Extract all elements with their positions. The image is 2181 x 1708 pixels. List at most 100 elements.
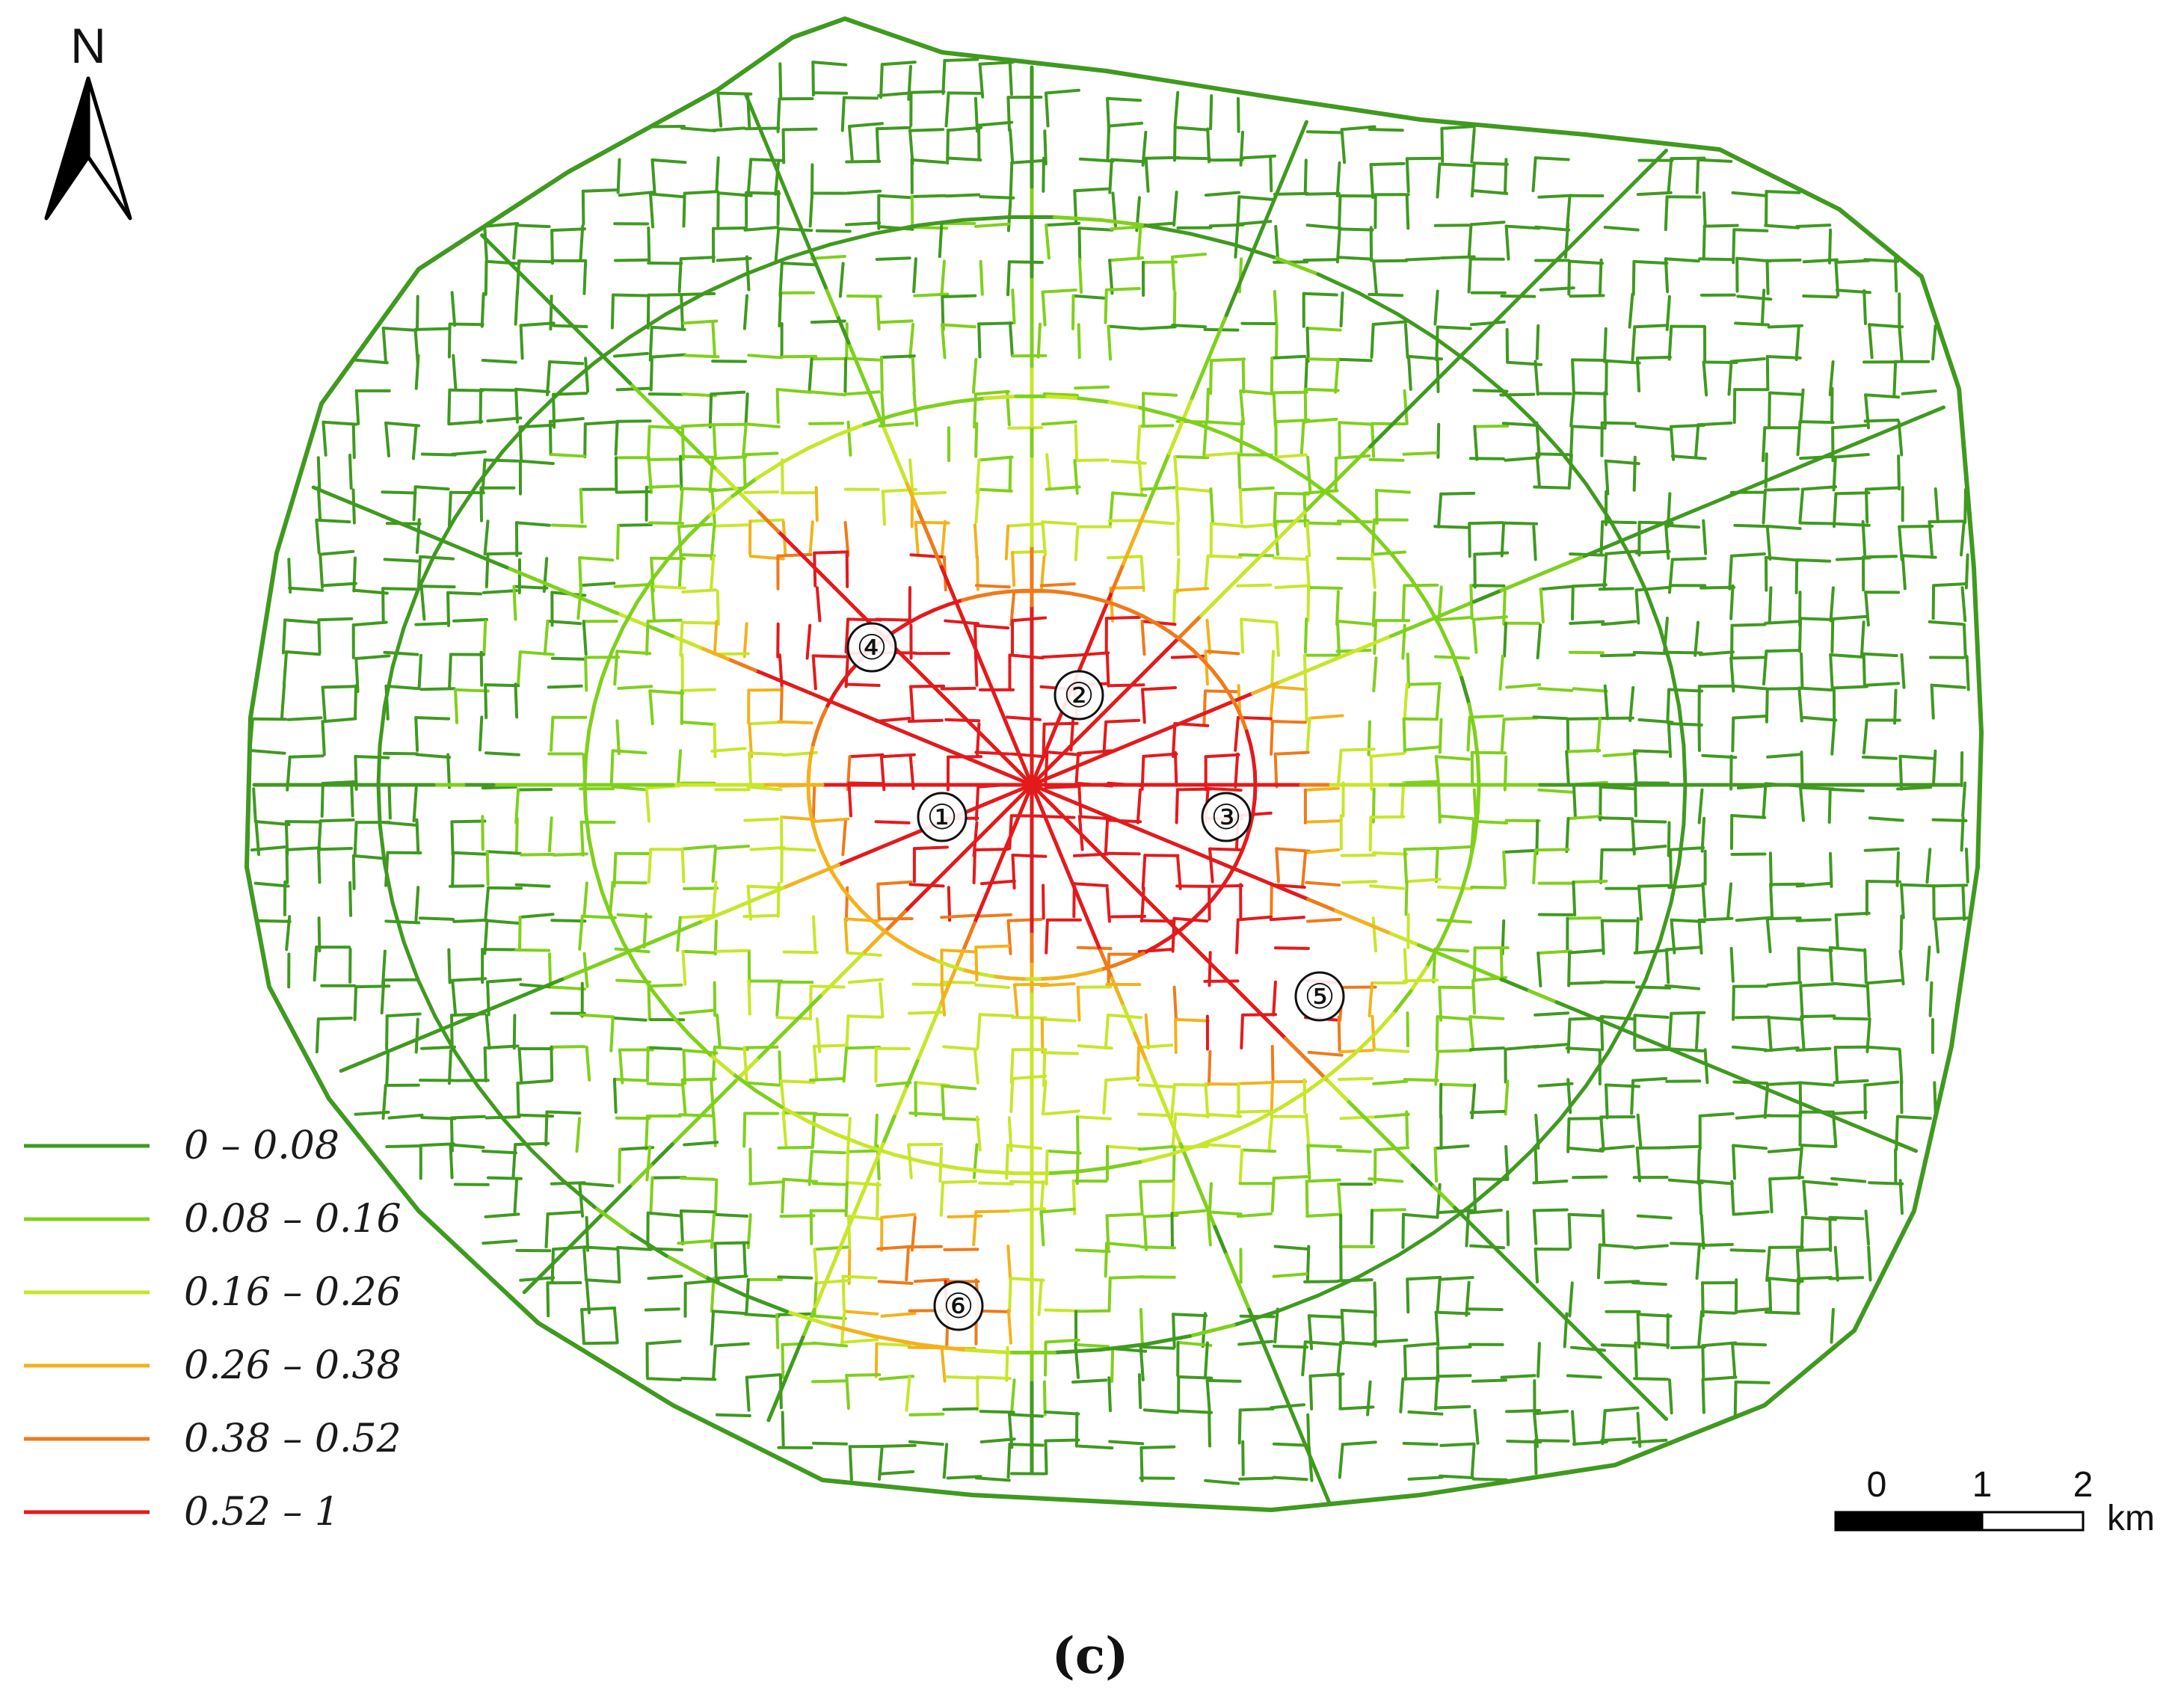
road-segment [710, 489, 716, 525]
road-segment [1108, 158, 1113, 194]
road-segment [781, 1111, 788, 1147]
road-segment [1601, 1354, 1626, 1379]
road-segment [815, 586, 822, 623]
road-segment [1677, 703, 1686, 747]
road-segment [1139, 1245, 1176, 1250]
road-segment [1071, 294, 1108, 300]
road-segment [1667, 821, 1671, 857]
road-segment [1928, 981, 1934, 1017]
road-segment [380, 978, 386, 1015]
road-segment [1303, 1280, 1340, 1283]
road-segment [1765, 916, 1802, 921]
road-segment [1901, 554, 1937, 559]
road-segment [973, 96, 979, 133]
road-segment [1701, 1341, 1738, 1348]
road-segment [1337, 1015, 1341, 1052]
road-segment [1302, 292, 1338, 297]
road-segment [1305, 1180, 1309, 1216]
road-segment [550, 919, 587, 923]
road-segment [621, 600, 639, 629]
road-segment [1373, 1146, 1410, 1152]
road-segment [613, 583, 650, 588]
road-segment [1135, 656, 1161, 682]
road-segment [790, 203, 805, 235]
road-segment [1274, 584, 1311, 589]
road-segment [664, 291, 707, 316]
road-segment [1104, 1014, 1110, 1049]
road-segment [1635, 916, 1640, 953]
road-segment [649, 402, 674, 428]
road-segment [806, 434, 838, 451]
road-segment [321, 685, 327, 722]
road-segment [1432, 335, 1471, 365]
road-segment [712, 226, 748, 230]
road-segment [1729, 946, 1735, 983]
road-segment [908, 1412, 945, 1416]
road-segment [1566, 1117, 1571, 1153]
road-segment [1698, 1112, 1735, 1117]
road-segment [1241, 994, 1267, 1020]
road-segment [483, 1046, 487, 1082]
road-segment [847, 781, 852, 818]
figure-caption: (c) [1052, 1627, 1129, 1685]
road-segment [1244, 729, 1252, 747]
road-segment [1776, 1091, 1808, 1108]
road-segment [1041, 810, 1057, 842]
road-segment [316, 486, 322, 522]
road-segment [1436, 845, 1472, 851]
hotspot-marker-1: ① [917, 792, 968, 842]
road-segment [1142, 944, 1159, 955]
road-segment [1599, 1144, 1635, 1151]
road-segment [1469, 1244, 1506, 1250]
road-segment [1210, 357, 1246, 363]
road-segment [1369, 752, 1406, 758]
road-segment [352, 358, 389, 365]
road-segment [746, 884, 783, 890]
road-segment [1306, 897, 1338, 913]
road-segment [1204, 1341, 1209, 1378]
road-segment [1368, 423, 1394, 448]
road-segment [1605, 359, 1641, 365]
road-segment [1499, 577, 1531, 593]
road-segment [1157, 910, 1182, 935]
road-segment [485, 850, 522, 855]
road-segment [1404, 256, 1441, 262]
road-segment [891, 405, 926, 417]
road-segment [1107, 1376, 1112, 1413]
road-segment [1113, 602, 1132, 612]
road-segment [1041, 289, 1077, 294]
road-segment [1122, 1004, 1137, 1036]
road-segment [1136, 788, 1142, 824]
road-segment [1534, 848, 1570, 852]
road-segment [976, 591, 995, 599]
road-segment [1607, 516, 1631, 556]
road-segment [1633, 1014, 1670, 1019]
road-segment [974, 944, 1011, 949]
road-segment [1042, 884, 1045, 920]
road-segment [450, 450, 487, 456]
road-segment [1610, 1023, 1642, 1039]
road-segment [753, 886, 785, 901]
road-segment [1473, 1408, 1480, 1445]
road-segment [746, 158, 753, 194]
road-segment [354, 684, 358, 721]
road-segment [979, 879, 1016, 886]
road-segment [650, 989, 672, 1016]
road-segment [1731, 716, 1735, 753]
road-segment [1369, 163, 1375, 200]
road-segment [1435, 325, 1439, 362]
road-segment [1407, 1410, 1444, 1416]
road-segment [452, 918, 489, 923]
road-segment [452, 481, 480, 520]
road-segment [946, 963, 965, 972]
road-segment [781, 1342, 785, 1379]
road-segment [1251, 796, 1257, 814]
road-segment [945, 698, 970, 724]
road-segment [1570, 425, 1607, 430]
road-segment [1406, 1275, 1442, 1281]
road-segment [1537, 194, 1574, 199]
road-segment [1500, 1374, 1536, 1379]
road-segment [522, 1269, 547, 1295]
road-segment [1802, 295, 1839, 299]
road-segment [1042, 1051, 1047, 1088]
